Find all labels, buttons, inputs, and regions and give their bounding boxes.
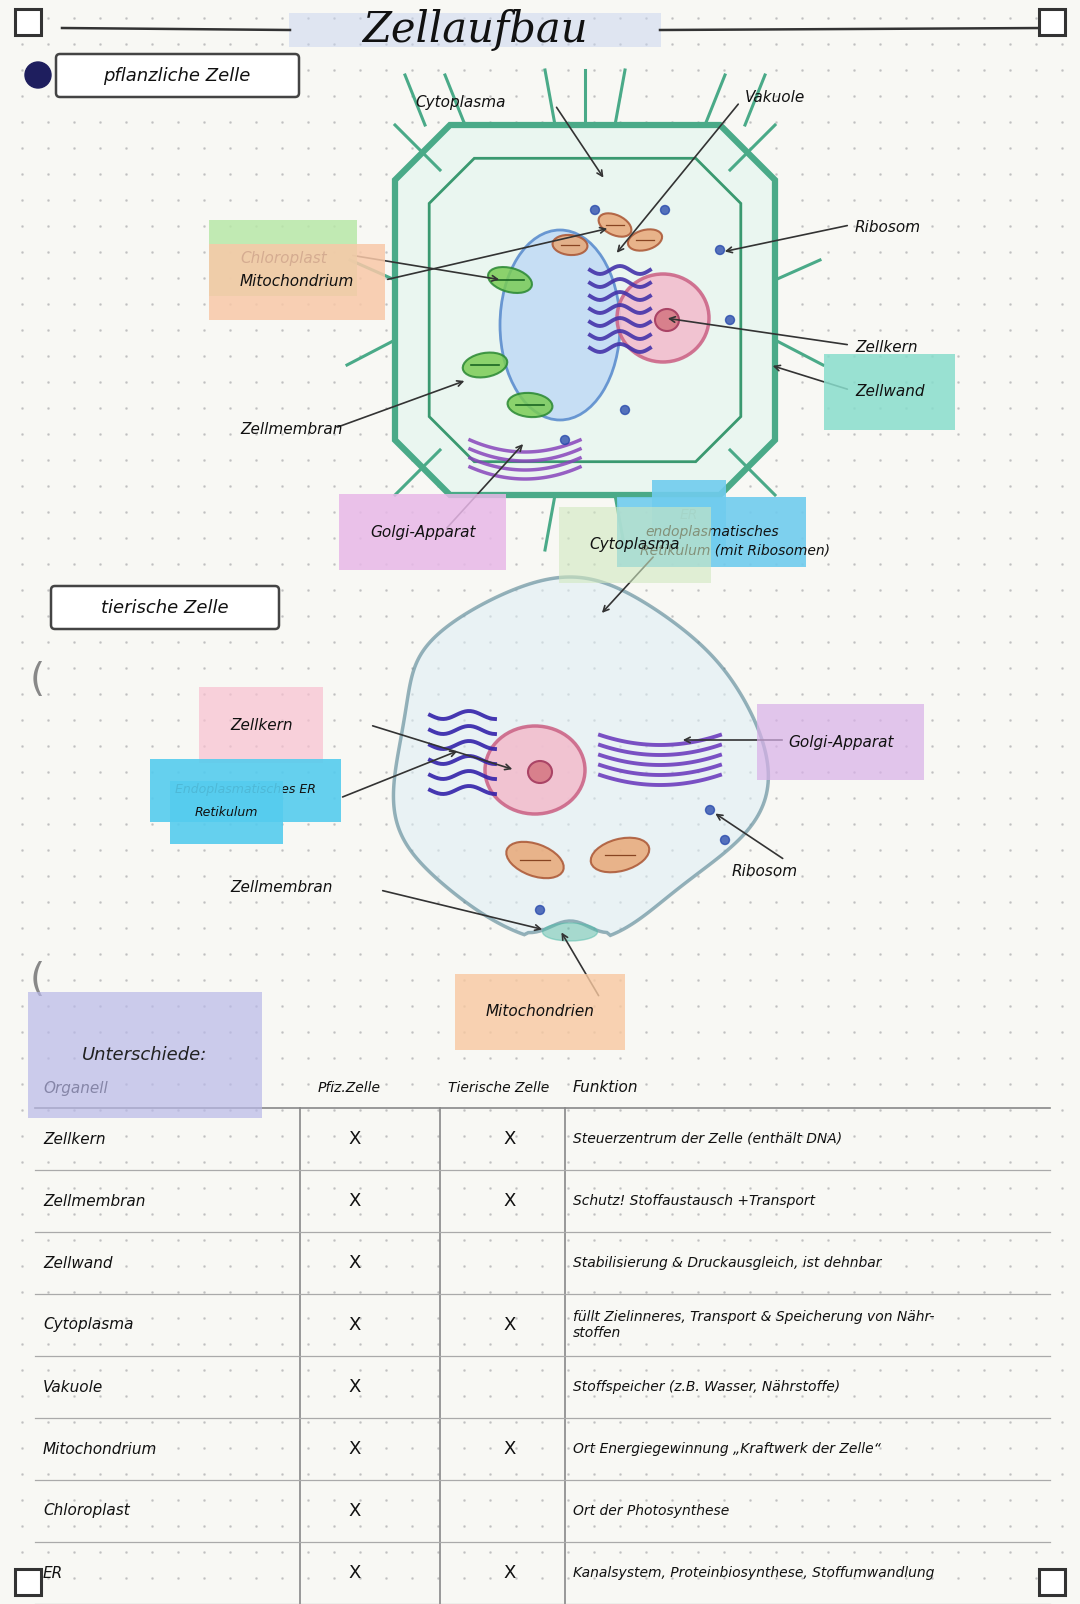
Polygon shape xyxy=(393,577,768,935)
Ellipse shape xyxy=(508,393,553,417)
Text: Vakuole: Vakuole xyxy=(745,90,806,106)
Circle shape xyxy=(621,406,630,414)
Text: Mitochondrium: Mitochondrium xyxy=(43,1442,158,1456)
Text: Stabilisierung & Druckausgleich, ist dehnbar: Stabilisierung & Druckausgleich, ist deh… xyxy=(573,1256,881,1270)
Text: Zellaufbau: Zellaufbau xyxy=(362,10,588,51)
Text: X: X xyxy=(349,1315,361,1335)
Text: Mitochondrien: Mitochondrien xyxy=(486,1004,594,1020)
Text: Zellkern: Zellkern xyxy=(230,717,293,733)
Text: Vakuole: Vakuole xyxy=(43,1379,104,1394)
Text: X: X xyxy=(503,1440,516,1458)
Ellipse shape xyxy=(500,229,620,420)
Text: Golgi-Apparat: Golgi-Apparat xyxy=(370,525,475,539)
Ellipse shape xyxy=(627,229,662,250)
Text: Chloroplast: Chloroplast xyxy=(43,1503,130,1519)
Text: Organell: Organell xyxy=(43,1081,108,1096)
Polygon shape xyxy=(395,125,775,496)
FancyBboxPatch shape xyxy=(56,55,299,96)
Text: (: ( xyxy=(30,661,45,699)
Circle shape xyxy=(715,245,725,255)
Circle shape xyxy=(705,805,715,815)
Text: X: X xyxy=(349,1501,361,1521)
Text: X: X xyxy=(349,1129,361,1148)
Ellipse shape xyxy=(542,922,597,942)
Text: (: ( xyxy=(30,961,45,999)
Text: Endoplasmatisches ER: Endoplasmatisches ER xyxy=(175,783,315,797)
Text: tierische Zelle: tierische Zelle xyxy=(102,598,229,618)
Text: füllt Zielinneres, Transport & Speicherung von Nähr-
stoffen: füllt Zielinneres, Transport & Speicheru… xyxy=(573,1310,934,1339)
Text: Kanalsystem, Proteinbiosynthese, Stoffumwandlung: Kanalsystem, Proteinbiosynthese, Stoffum… xyxy=(573,1566,934,1580)
Text: Golgi-Apparat: Golgi-Apparat xyxy=(788,735,893,749)
Ellipse shape xyxy=(485,727,585,813)
Ellipse shape xyxy=(598,213,632,237)
Text: X: X xyxy=(503,1192,516,1209)
Text: Zellwand: Zellwand xyxy=(43,1256,112,1270)
Text: Chloroplast: Chloroplast xyxy=(240,250,327,266)
Circle shape xyxy=(661,205,670,215)
Circle shape xyxy=(561,436,569,444)
Text: X: X xyxy=(349,1440,361,1458)
Text: ER: ER xyxy=(43,1566,64,1580)
Text: Tierische Zelle: Tierische Zelle xyxy=(448,1081,550,1096)
Text: Cytoplasma: Cytoplasma xyxy=(415,95,505,109)
Circle shape xyxy=(25,63,51,88)
Text: Retikulum (mit Ribosomen): Retikulum (mit Ribosomen) xyxy=(640,544,831,557)
Text: X: X xyxy=(503,1315,516,1335)
Text: Ribosom: Ribosom xyxy=(855,220,921,234)
FancyBboxPatch shape xyxy=(1039,1569,1065,1594)
Ellipse shape xyxy=(654,310,679,330)
Text: Zellmembran: Zellmembran xyxy=(43,1193,146,1208)
Text: X: X xyxy=(349,1378,361,1395)
Text: Funktion: Funktion xyxy=(573,1081,638,1096)
Circle shape xyxy=(726,316,734,324)
Text: Steuerzentrum der Zelle (enthält DNA): Steuerzentrum der Zelle (enthält DNA) xyxy=(573,1132,842,1145)
Ellipse shape xyxy=(528,760,552,783)
Ellipse shape xyxy=(488,266,532,294)
Text: Stoffspeicher (z.B. Wasser, Nährstoffe): Stoffspeicher (z.B. Wasser, Nährstoffe) xyxy=(573,1379,840,1394)
Text: Schutz! Stoffaustausch +Transport: Schutz! Stoffaustausch +Transport xyxy=(573,1193,815,1208)
Text: X: X xyxy=(503,1564,516,1582)
Text: Zellmembran: Zellmembran xyxy=(230,881,333,895)
Text: Ort Energiegewinnung „Kraftwerk der Zelle“: Ort Energiegewinnung „Kraftwerk der Zell… xyxy=(573,1442,881,1456)
FancyBboxPatch shape xyxy=(51,585,279,629)
Ellipse shape xyxy=(617,274,708,363)
Circle shape xyxy=(720,836,729,844)
Text: X: X xyxy=(503,1129,516,1148)
Text: Zellkern: Zellkern xyxy=(43,1131,106,1147)
Text: Zellmembran: Zellmembran xyxy=(240,422,342,438)
FancyBboxPatch shape xyxy=(15,1569,41,1594)
Text: Cytoplasma: Cytoplasma xyxy=(43,1317,134,1333)
Text: Zellwand: Zellwand xyxy=(855,385,924,399)
Text: Mitochondrium: Mitochondrium xyxy=(240,274,354,289)
Text: Unterschiede:: Unterschiede: xyxy=(82,1046,207,1063)
Ellipse shape xyxy=(553,234,588,255)
Text: ER: ER xyxy=(680,508,699,521)
Circle shape xyxy=(536,906,544,914)
Text: X: X xyxy=(349,1564,361,1582)
Text: Pfiz.Zelle: Pfiz.Zelle xyxy=(318,1081,381,1096)
Text: X: X xyxy=(349,1254,361,1272)
Text: X: X xyxy=(349,1192,361,1209)
Ellipse shape xyxy=(591,837,649,873)
Text: Zellkern: Zellkern xyxy=(855,340,918,354)
FancyBboxPatch shape xyxy=(15,10,41,35)
Text: Ort der Photosynthese: Ort der Photosynthese xyxy=(573,1505,729,1517)
FancyBboxPatch shape xyxy=(289,13,661,47)
Circle shape xyxy=(591,205,599,215)
Text: endoplasmatisches: endoplasmatisches xyxy=(645,525,779,539)
Text: pflanzliche Zelle: pflanzliche Zelle xyxy=(104,67,251,85)
Text: Cytoplasma: Cytoplasma xyxy=(590,537,680,552)
Ellipse shape xyxy=(462,353,508,377)
FancyBboxPatch shape xyxy=(1039,10,1065,35)
Ellipse shape xyxy=(507,842,564,879)
Text: Ribosom: Ribosom xyxy=(732,865,798,879)
Text: Retikulum: Retikulum xyxy=(195,805,258,818)
